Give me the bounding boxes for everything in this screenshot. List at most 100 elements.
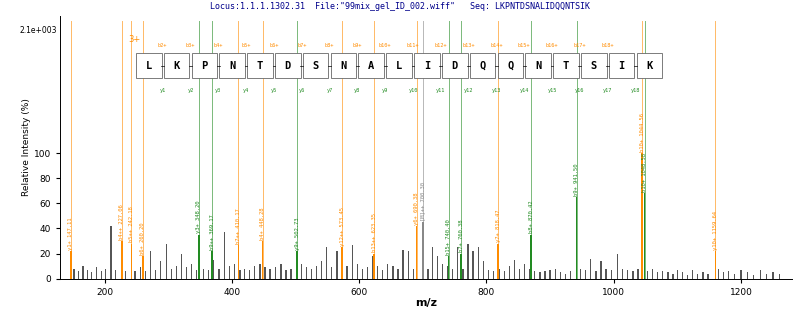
Bar [576, 197, 578, 279]
FancyBboxPatch shape [164, 53, 190, 78]
Text: b4+: b4+ [214, 43, 223, 48]
Bar [121, 241, 122, 279]
Bar [544, 271, 546, 279]
Text: b8+: b8+ [325, 43, 334, 48]
Bar [82, 266, 83, 279]
Text: N: N [535, 61, 542, 71]
Bar [139, 267, 141, 279]
Text: b13++ 623.35: b13++ 623.35 [371, 213, 377, 252]
Text: P: P [202, 61, 207, 71]
Bar [211, 251, 213, 279]
Bar [590, 259, 591, 279]
Text: I: I [424, 61, 430, 71]
Bar [262, 241, 263, 279]
Bar [407, 251, 409, 279]
Bar [642, 153, 643, 279]
FancyBboxPatch shape [247, 53, 273, 78]
Text: y9+ 502.73: y9+ 502.73 [294, 217, 300, 250]
Text: y9: y9 [382, 88, 388, 93]
Bar [316, 266, 317, 279]
Bar [707, 274, 709, 279]
Text: b15+ 740.40: b15+ 740.40 [446, 219, 451, 255]
Text: A: A [368, 61, 374, 71]
Bar [301, 264, 302, 279]
Bar [493, 271, 494, 279]
Bar [351, 245, 353, 279]
Bar [196, 270, 198, 279]
Bar [372, 256, 373, 279]
Text: T: T [563, 61, 569, 71]
Text: y1+ 147.11: y1+ 147.11 [68, 217, 74, 250]
Bar [617, 254, 618, 279]
Bar [346, 266, 348, 279]
Text: b15+: b15+ [518, 43, 530, 48]
Text: b7+ 760.38: b7+ 760.38 [458, 220, 464, 252]
Text: b6+ 260.20: b6+ 260.20 [140, 222, 146, 255]
Text: b7+: b7+ [297, 43, 306, 48]
Text: b11+: b11+ [406, 43, 419, 48]
Bar [213, 260, 214, 279]
Text: N: N [340, 61, 346, 71]
Bar [529, 269, 530, 279]
Bar [622, 269, 623, 279]
Text: y7+ 818.47: y7+ 818.47 [496, 210, 501, 242]
Text: b2+: b2+ [158, 43, 167, 48]
Bar [342, 247, 343, 279]
Bar [134, 271, 136, 279]
Bar [176, 266, 177, 279]
Bar [160, 261, 162, 279]
Bar [677, 270, 678, 279]
Bar [155, 270, 156, 279]
Text: 3+: 3+ [129, 35, 141, 44]
Bar [382, 270, 383, 279]
FancyBboxPatch shape [442, 53, 467, 78]
Bar [702, 272, 703, 279]
FancyBboxPatch shape [219, 53, 245, 78]
Bar [667, 272, 669, 279]
Text: b10+: b10+ [379, 43, 391, 48]
Text: y15: y15 [547, 88, 557, 93]
Bar [290, 269, 292, 279]
Bar [422, 222, 424, 279]
Bar [722, 272, 724, 279]
Bar [259, 264, 261, 279]
Bar [166, 244, 167, 279]
Text: [M]++ 700.30: [M]++ 700.30 [421, 182, 426, 221]
Bar [125, 271, 126, 279]
Bar [610, 270, 612, 279]
Bar [741, 270, 742, 279]
Text: b9+: b9+ [353, 43, 362, 48]
Bar [753, 275, 754, 279]
Text: y14: y14 [519, 88, 529, 93]
Bar [202, 269, 204, 279]
Text: b13+: b13+ [462, 43, 475, 48]
Text: b8+ 870.42: b8+ 870.42 [529, 201, 534, 233]
FancyBboxPatch shape [470, 53, 495, 78]
Bar [627, 270, 629, 279]
Bar [295, 269, 297, 279]
Text: y6: y6 [298, 88, 305, 93]
Bar [692, 270, 694, 279]
X-axis label: m/z: m/z [415, 298, 437, 308]
Text: S: S [313, 61, 318, 71]
FancyBboxPatch shape [609, 53, 634, 78]
Text: y16: y16 [575, 88, 585, 93]
Bar [223, 232, 225, 279]
Bar [519, 269, 520, 279]
Text: I: I [618, 61, 625, 71]
Bar [462, 269, 463, 279]
Bar [331, 267, 333, 279]
Text: b12+: b12+ [434, 43, 447, 48]
Bar [734, 274, 735, 279]
Bar [387, 264, 389, 279]
Bar [432, 247, 433, 279]
Bar [274, 267, 276, 279]
Bar [514, 260, 515, 279]
Bar [530, 235, 532, 279]
Text: 2.1e+003: 2.1e+003 [19, 26, 57, 35]
Bar [326, 247, 327, 279]
Bar [150, 251, 151, 279]
Bar [452, 269, 454, 279]
Bar [367, 267, 368, 279]
Bar [718, 269, 719, 279]
